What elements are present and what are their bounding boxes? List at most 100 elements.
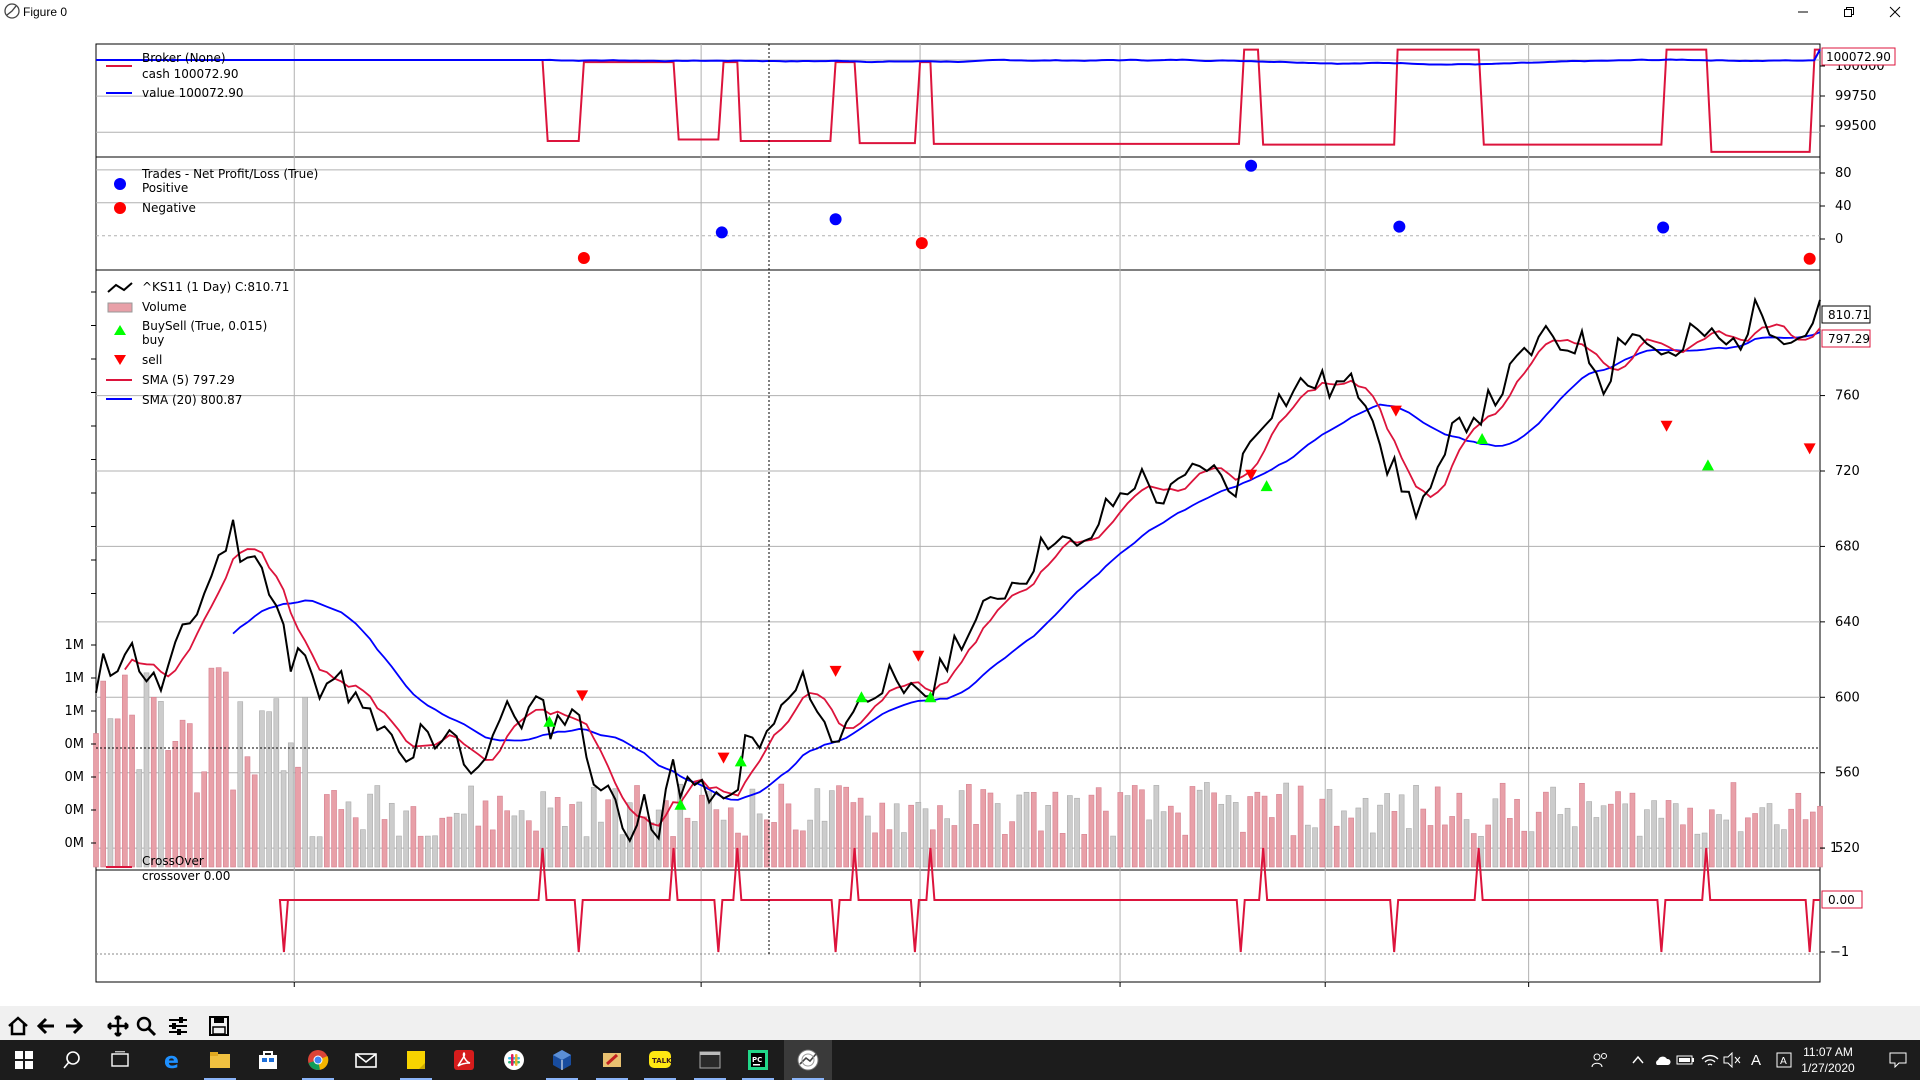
volume-bar	[244, 756, 251, 868]
pan-button[interactable]	[104, 1010, 132, 1042]
volume-bar	[879, 802, 886, 868]
restore-button[interactable]	[1826, 0, 1872, 24]
volume-bar	[677, 783, 684, 868]
forward-button[interactable]	[60, 1010, 88, 1042]
kakaotalk-button[interactable]: TALK	[636, 1040, 684, 1080]
minimize-button[interactable]	[1780, 0, 1826, 24]
volume-bar	[1254, 791, 1261, 868]
volume-bar	[951, 825, 958, 868]
broker-tick: 99500	[1835, 119, 1876, 134]
price-tick-label: 560	[1835, 766, 1860, 781]
crossover-legend: CrossOver crossover 0.00	[106, 854, 230, 883]
acrobat-button[interactable]	[440, 1040, 488, 1080]
volume-bar	[1009, 821, 1015, 868]
volume-button[interactable]	[1720, 1040, 1744, 1080]
file-explorer-button[interactable]	[196, 1040, 244, 1080]
volume-bar	[1369, 832, 1376, 868]
volume-bar	[172, 740, 179, 868]
volume-bar	[1514, 798, 1520, 868]
volume-bar	[316, 836, 323, 868]
onedrive-button[interactable]	[1650, 1040, 1674, 1080]
trades-legend: Trades - Net Profit/Loss (True) Positive…	[114, 167, 318, 215]
input-language[interactable]: A	[1750, 1051, 1761, 1069]
task-view-button[interactable]	[96, 1040, 144, 1080]
volume-bar	[1067, 795, 1073, 868]
figure-canvas[interactable]: Broker (None) cash 100072.90 value 10007…	[0, 24, 1920, 1000]
title-bar: Figure 0	[0, 0, 1920, 24]
volume-bar	[1167, 805, 1174, 868]
sticky-notes-button[interactable]	[392, 1040, 440, 1080]
mail-button[interactable]	[342, 1040, 390, 1080]
volume-bar	[526, 820, 532, 868]
volume-bar	[287, 742, 294, 868]
volume-bar	[396, 835, 402, 868]
volume-bar	[1247, 796, 1253, 868]
pycharm-button[interactable]: PC	[734, 1040, 782, 1080]
volume-bar	[381, 819, 388, 868]
volume-bar	[223, 671, 229, 868]
volume-bar	[1557, 814, 1564, 868]
ime-button[interactable]: A	[1772, 1040, 1796, 1080]
people-icon	[1591, 1053, 1607, 1068]
terminal-button[interactable]	[686, 1040, 734, 1080]
broker-y-ticks: 99500 99750 100000	[1820, 59, 1885, 134]
pycharm-icon: PC	[748, 1050, 768, 1070]
volume-bar	[511, 815, 518, 868]
close-button[interactable]	[1872, 0, 1918, 24]
volume-bar	[1406, 828, 1412, 868]
people-button[interactable]	[1588, 1040, 1612, 1080]
slack-button[interactable]	[490, 1040, 538, 1080]
start-button[interactable]	[0, 1040, 48, 1080]
volume-bar	[1463, 819, 1470, 868]
save-button[interactable]	[205, 1010, 233, 1042]
volume-bar	[338, 809, 345, 868]
zoom-button[interactable]	[132, 1010, 160, 1042]
minimize-icon	[1798, 11, 1808, 13]
svg-text:TALK: TALK	[652, 1057, 672, 1065]
virtualbox-button[interactable]	[538, 1040, 586, 1080]
volume-bar	[114, 718, 121, 868]
volume-bar	[778, 783, 785, 868]
volume-bar	[1773, 824, 1780, 868]
show-hidden-icons-button[interactable]	[1626, 1040, 1650, 1080]
volume-bar	[1139, 789, 1145, 868]
volume-bar	[324, 794, 330, 868]
volume-bar	[1124, 795, 1131, 868]
volume-bar	[886, 829, 893, 868]
configure-button[interactable]	[164, 1010, 192, 1042]
edge-button[interactable]: e	[148, 1040, 196, 1080]
cash-line	[96, 48, 1820, 153]
price-value-tags: 810.71 797.29	[1821, 305, 1871, 348]
volume-bar	[612, 788, 619, 868]
volume-bar	[1521, 830, 1528, 868]
battery-button[interactable]	[1674, 1040, 1698, 1080]
volume-bar	[475, 825, 482, 868]
trade-negative-dot	[1803, 252, 1816, 265]
clock[interactable]: 11:07 AM 1/27/2020	[1788, 1044, 1868, 1076]
back-button[interactable]	[32, 1010, 60, 1042]
network-button[interactable]	[1698, 1040, 1722, 1080]
paint-tool-button[interactable]	[588, 1040, 636, 1080]
notifications-button[interactable]	[1878, 1040, 1918, 1080]
figure-window-button[interactable]	[784, 1040, 832, 1080]
folder-icon	[210, 1052, 230, 1068]
crossover-line-label: crossover 0.00	[142, 869, 230, 883]
volume-bar	[1088, 794, 1095, 868]
volume-label: Volume	[142, 300, 187, 314]
volume-bar	[1766, 803, 1773, 868]
search-button[interactable]	[48, 1040, 96, 1080]
volume-bar	[1240, 831, 1246, 868]
chrome-button[interactable]	[294, 1040, 342, 1080]
speaker-muted-icon	[1723, 1052, 1741, 1068]
volume-bar	[1730, 782, 1737, 868]
sell-marker	[912, 650, 925, 662]
volume-bar	[966, 784, 972, 868]
sell-marker	[829, 665, 842, 677]
close-tag: 810.71	[1828, 308, 1870, 322]
volume-bar	[915, 801, 922, 868]
volume-bar	[1016, 794, 1023, 868]
home-button[interactable]	[4, 1010, 32, 1042]
volume-bar	[944, 818, 950, 868]
store-button[interactable]	[244, 1040, 292, 1080]
volume-bar	[1485, 824, 1491, 868]
